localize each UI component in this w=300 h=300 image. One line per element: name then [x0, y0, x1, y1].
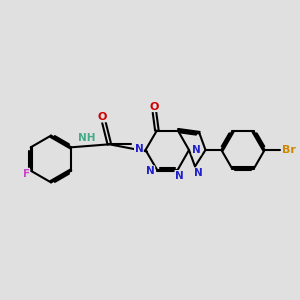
Text: Br: Br [282, 145, 296, 155]
Text: NH: NH [77, 133, 95, 143]
Text: F: F [23, 169, 30, 179]
Text: O: O [98, 112, 107, 122]
Text: N: N [134, 143, 143, 154]
Text: O: O [150, 101, 159, 112]
Text: N: N [194, 168, 202, 178]
Text: N: N [175, 170, 184, 181]
Text: N: N [146, 166, 155, 176]
Text: N: N [192, 145, 201, 155]
